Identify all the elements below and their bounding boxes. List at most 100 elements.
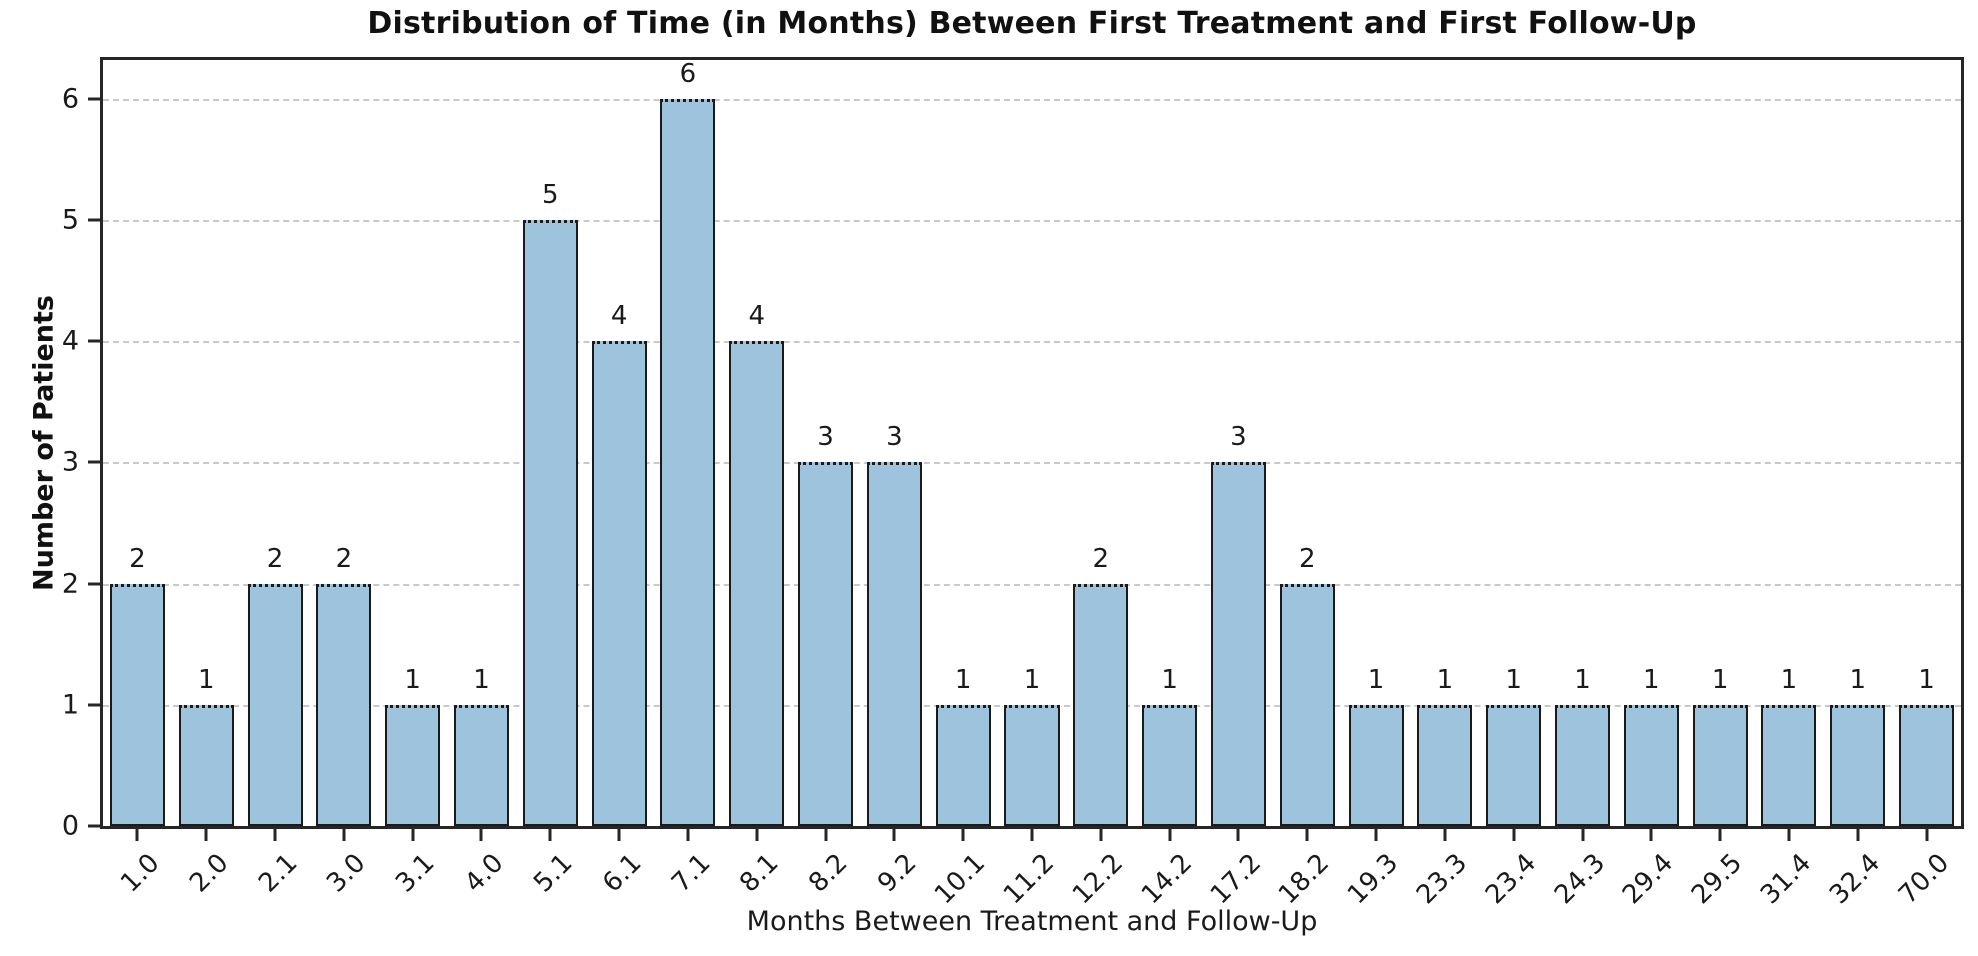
x-tick-mark (824, 829, 828, 841)
bar-14.2 (1142, 704, 1198, 826)
x-tick-mark (342, 829, 346, 841)
bar-4.0 (453, 704, 509, 826)
y-tick-mark (88, 339, 100, 343)
bar-23.4 (1486, 704, 1542, 826)
bar-1.0 (109, 583, 165, 826)
bar-value-label: 1 (1918, 664, 1935, 695)
gridline-y-3 (103, 462, 1961, 465)
y-tick-label: 2 (61, 568, 79, 600)
bar-23.3 (1417, 704, 1473, 826)
bar-value-label: 1 (1161, 664, 1178, 695)
bar-19.3 (1348, 704, 1404, 826)
bar-2.1 (247, 583, 303, 826)
y-tick-mark (88, 703, 100, 707)
bar-value-label: 1 (1436, 664, 1454, 695)
x-tick-mark (1856, 829, 1860, 841)
y-tick-label: 3 (61, 446, 79, 478)
x-axis-label: Months Between Treatment and Follow-Up (746, 906, 1318, 937)
x-tick-mark (617, 829, 621, 841)
bar-value-label: 1 (954, 664, 972, 695)
y-tick-mark (88, 582, 100, 586)
bar-value-label: 1 (1849, 664, 1867, 695)
bar-29.4 (1623, 704, 1679, 826)
x-tick-mark (1305, 829, 1309, 841)
bar-7.1 (660, 98, 716, 826)
x-tick-mark (1099, 829, 1103, 841)
bar-value-label: 3 (1230, 422, 1247, 453)
x-tick-mark (411, 829, 415, 841)
gridline-y-2 (103, 583, 1961, 586)
bar-24.3 (1554, 704, 1611, 826)
bar-3.1 (385, 704, 441, 826)
bar-value-label: 2 (266, 543, 284, 574)
x-tick-mark (1581, 829, 1585, 841)
bar-8.1 (729, 341, 785, 826)
bar-value-label: 1 (1574, 664, 1591, 695)
bar-value-label: 1 (1711, 664, 1729, 695)
bar-value-label: 1 (1643, 664, 1660, 695)
bar-value-label: 1 (404, 664, 421, 695)
bar-value-label: 2 (1298, 543, 1316, 574)
y-tick-label: 4 (61, 325, 79, 357)
bar-6.1 (591, 341, 647, 826)
x-tick-mark (548, 829, 552, 841)
x-tick-mark (1649, 829, 1653, 841)
bar-70.0 (1899, 704, 1955, 826)
bar-8.2 (798, 462, 854, 826)
x-tick-mark (961, 829, 965, 841)
y-tick-label: 5 (61, 204, 79, 236)
y-tick-label: 0 (61, 810, 79, 842)
bar-17.2 (1210, 462, 1266, 826)
bar-11.2 (1004, 704, 1060, 826)
x-tick-mark (1168, 829, 1172, 841)
x-tick-mark (1030, 829, 1034, 841)
bar-value-label: 1 (473, 664, 490, 695)
bar-3.0 (316, 583, 372, 826)
y-axis-label: Number of Patients (28, 295, 60, 591)
x-tick-mark (755, 829, 759, 841)
x-tick-mark (1236, 829, 1240, 841)
bar-29.5 (1692, 704, 1748, 826)
bar-value-label: 2 (1092, 543, 1110, 574)
y-tick-label: 6 (61, 83, 79, 115)
bar-value-label: 2 (129, 543, 146, 574)
chart-title: Distribution of Time (in Months) Between… (367, 6, 1697, 41)
gridline-y-4 (103, 341, 1961, 344)
bar-12.2 (1073, 583, 1129, 826)
x-tick-mark (1512, 829, 1516, 841)
x-tick-mark (1925, 829, 1929, 841)
bar-2.0 (178, 704, 234, 826)
bar-value-label: 1 (197, 664, 215, 695)
gridline-y-6 (103, 98, 1961, 101)
bar-value-label: 5 (542, 180, 559, 210)
x-tick-mark (892, 829, 896, 841)
x-tick-mark (686, 829, 690, 841)
x-tick-mark (273, 829, 277, 841)
bar-value-label: 1 (1023, 664, 1041, 695)
bar-value-label: 6 (679, 58, 697, 89)
y-tick-mark (88, 460, 100, 464)
y-tick-mark (88, 824, 100, 828)
x-tick-mark (1443, 829, 1447, 841)
bar-10.1 (935, 704, 991, 826)
gridline-y-5 (103, 219, 1961, 222)
bar-value-label: 1 (1780, 664, 1798, 695)
x-tick-mark (479, 829, 483, 841)
bar-9.2 (866, 462, 922, 826)
x-tick-mark (204, 829, 208, 841)
bar-value-label: 4 (748, 301, 766, 332)
bar-32.4 (1830, 704, 1886, 826)
bar-value-label: 2 (335, 543, 353, 574)
x-tick-mark (1718, 829, 1722, 841)
bar-value-label: 1 (1505, 664, 1522, 695)
y-tick-mark (88, 97, 100, 101)
x-tick-mark (1374, 829, 1378, 841)
x-tick-mark (135, 829, 139, 841)
x-tick-mark (1787, 829, 1791, 841)
bar-value-label: 1 (1367, 664, 1385, 695)
bar-value-label: 3 (817, 422, 834, 453)
bar-value-label: 4 (610, 301, 628, 332)
bar-value-label: 3 (886, 422, 903, 453)
